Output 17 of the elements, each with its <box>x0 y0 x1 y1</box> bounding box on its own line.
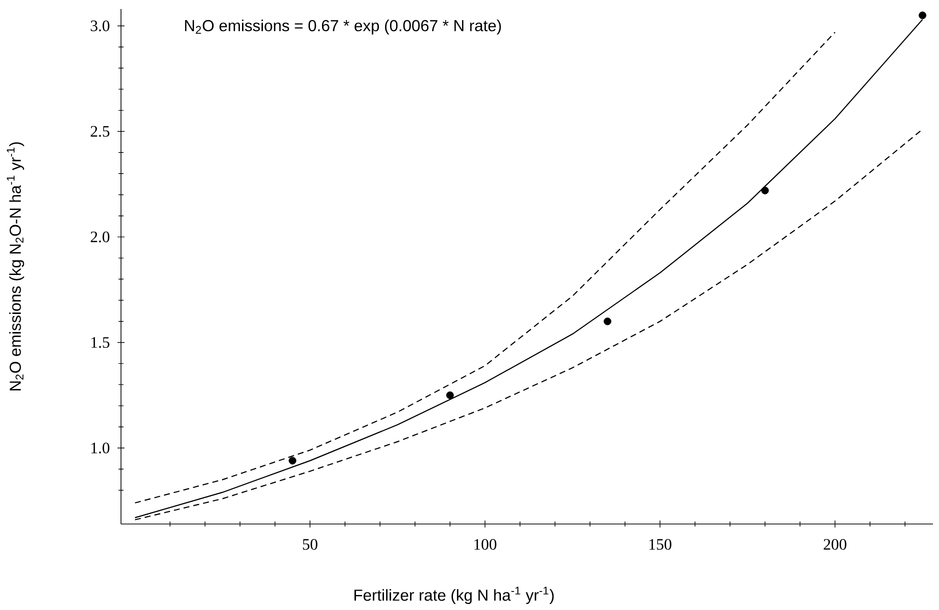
y-tick-label: 2.5 <box>90 126 110 137</box>
point <box>918 12 926 20</box>
x-tick-label: 150 <box>649 539 672 550</box>
point <box>604 318 612 326</box>
y-tick-label: 1.0 <box>91 442 110 454</box>
annotation: N$_{2}$O emissions = 0.67 * exp (0.0067 * N rate) <box>185 20 501 34</box>
x-tick-label: 100 <box>474 539 496 550</box>
y-tick-label: 2.0 <box>90 232 110 242</box>
x-axis-title: Fertilizer rate (kg N ha$^{-1}$ yr$^{-1}$) <box>354 586 554 604</box>
point <box>446 391 454 400</box>
text: N$_{2}$O emissions (kg N$_{2}$O-N ha$^{-1}$ yr$^{-1}$) <box>6 142 24 390</box>
point <box>761 186 769 194</box>
x-tick-label: 200 <box>824 539 846 550</box>
x-tick-label: 50 <box>302 539 318 550</box>
y-tick-label: 1.5 <box>91 337 110 348</box>
y-tick-label: 3.0 <box>90 20 110 32</box>
point <box>288 456 296 464</box>
